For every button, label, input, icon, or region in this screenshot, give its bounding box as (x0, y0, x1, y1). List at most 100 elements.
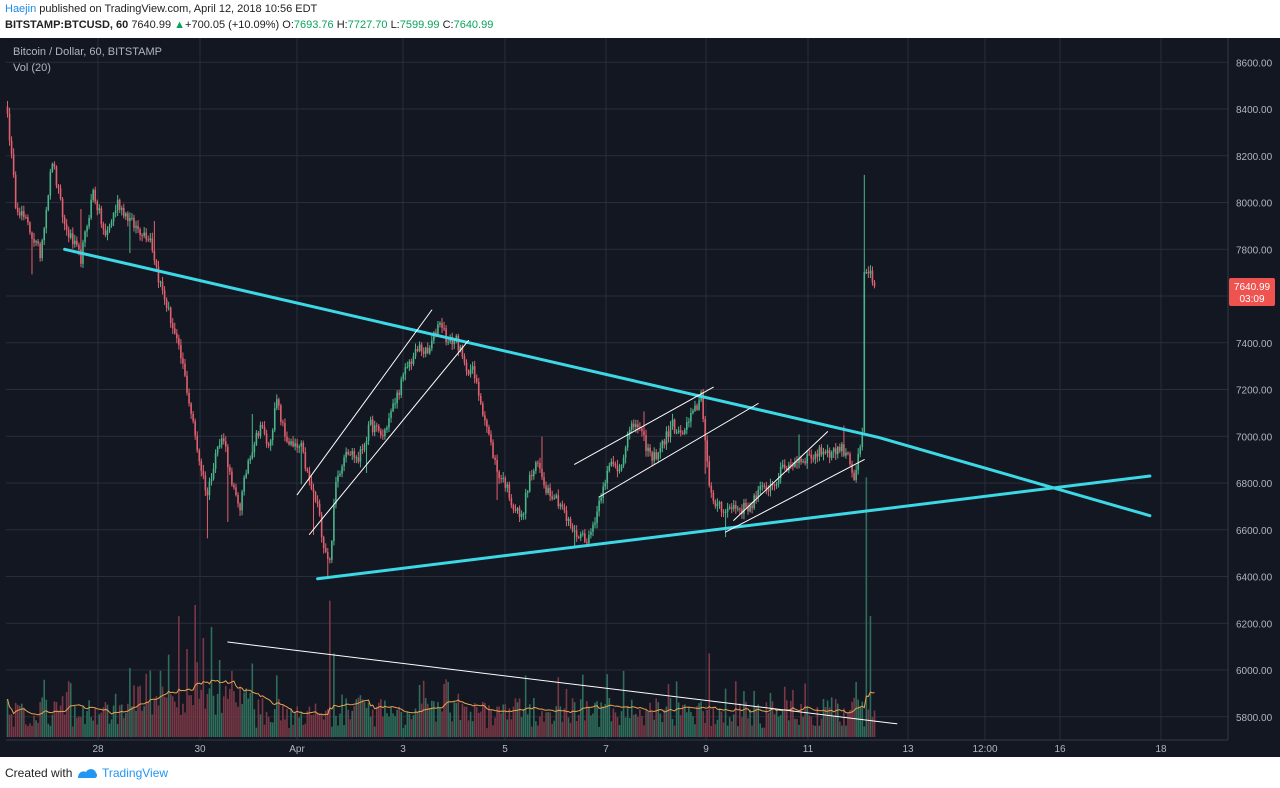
volume-bar (871, 717, 874, 737)
volume-bar (247, 698, 250, 737)
candle-body (255, 432, 258, 445)
candle-body (106, 230, 109, 236)
volume-bar (692, 716, 694, 737)
volume-bar (526, 714, 529, 737)
candle-body (737, 508, 739, 510)
tradingview-link[interactable]: TradingView (102, 766, 169, 780)
volume-bar (818, 725, 821, 737)
candle-body (655, 452, 658, 460)
volume-bar (431, 700, 433, 737)
volume-bar (259, 714, 262, 737)
volume-bar (467, 720, 470, 737)
volume-bar (51, 714, 54, 737)
volume-bar (27, 726, 29, 737)
candle-body (76, 240, 78, 246)
time-tick-label: 12:00 (972, 744, 997, 755)
volume-bar (490, 710, 492, 737)
candle-body (306, 468, 309, 472)
volume-bar (749, 709, 751, 737)
price-axis[interactable]: 8600.008400.008200.008000.007800.007600.… (1236, 58, 1273, 724)
volume-bar (237, 706, 239, 737)
candle-body (265, 433, 268, 444)
volume-bar (133, 685, 135, 737)
candle-body (173, 328, 176, 334)
candle-body (673, 419, 676, 433)
volume-bar (92, 720, 94, 737)
time-axis[interactable]: 28 30 Apr 3 5 7 9 11 13 12:00 16 18 (92, 744, 1167, 755)
candle-body (686, 422, 688, 430)
volume-bar (202, 638, 205, 737)
candle-body (163, 290, 166, 300)
volume-bar (88, 700, 90, 737)
candle-body (74, 240, 76, 245)
candle-body (802, 461, 804, 463)
volume-bar (618, 725, 621, 737)
candle-body (506, 484, 509, 488)
volume-bar (463, 706, 466, 737)
volume-bar (826, 700, 829, 737)
volume-bar (475, 706, 478, 737)
volume-bar (810, 716, 813, 737)
candle-body (730, 507, 733, 509)
candle-body (239, 503, 241, 511)
candle-body (853, 472, 855, 480)
volume-bar (533, 697, 535, 737)
candle-body (726, 508, 729, 512)
candle-body (714, 500, 717, 507)
candle-body (112, 213, 115, 222)
volume-bar (63, 714, 66, 737)
candle-body (118, 199, 121, 210)
volume-bar (400, 711, 403, 737)
volume-bar (655, 698, 658, 737)
candle-body (533, 470, 535, 477)
volume-bar (457, 693, 460, 737)
volume-bar (157, 705, 160, 737)
candle-body (771, 483, 774, 485)
candle-body (769, 483, 772, 491)
candle-body (467, 370, 470, 375)
volume-bar (690, 712, 692, 737)
volume-bar (820, 718, 823, 737)
candle-body (125, 213, 127, 217)
volume-bar (14, 702, 17, 737)
volume-bar (828, 707, 831, 737)
candle-body (14, 175, 17, 208)
volume-bar (477, 712, 480, 737)
footer: Created with TradingView (0, 757, 1280, 788)
volume-bar (369, 716, 372, 737)
price-tick-label: 8600.00 (1236, 58, 1273, 69)
volume-bar (626, 705, 629, 737)
candle-body (779, 466, 782, 479)
volume-bar (178, 616, 180, 737)
candle-body (694, 405, 696, 411)
volume-bar (683, 704, 686, 737)
candle-body (27, 217, 29, 223)
volume-bar (388, 716, 390, 737)
volume-bar (671, 719, 674, 737)
candle-body (16, 207, 19, 213)
candle-body (522, 513, 525, 515)
volume-bar (751, 725, 753, 737)
volume-bar (410, 719, 413, 737)
candle-body (300, 442, 303, 447)
candle-body (577, 537, 580, 539)
candle-body (490, 434, 492, 443)
candle-body (96, 201, 99, 211)
candle-body (608, 465, 611, 471)
volume-bar (278, 698, 280, 737)
volume-bar (502, 704, 505, 737)
volume-bar (822, 698, 825, 737)
candle-body (790, 464, 792, 466)
candle-body (500, 478, 502, 480)
price-chart[interactable]: 8600.008400.008200.008000.007800.007600.… (0, 38, 1280, 757)
volume-bar (292, 724, 294, 737)
candle-body (720, 502, 723, 512)
price-badge-countdown: 03:09 (1239, 294, 1264, 305)
candle-body (143, 232, 145, 236)
volume-bar (771, 701, 774, 737)
grid (6, 38, 1228, 740)
author-link[interactable]: Haejin (5, 3, 37, 15)
volume-bar (198, 698, 201, 737)
candle-body (482, 403, 484, 416)
candle-body (31, 232, 33, 239)
